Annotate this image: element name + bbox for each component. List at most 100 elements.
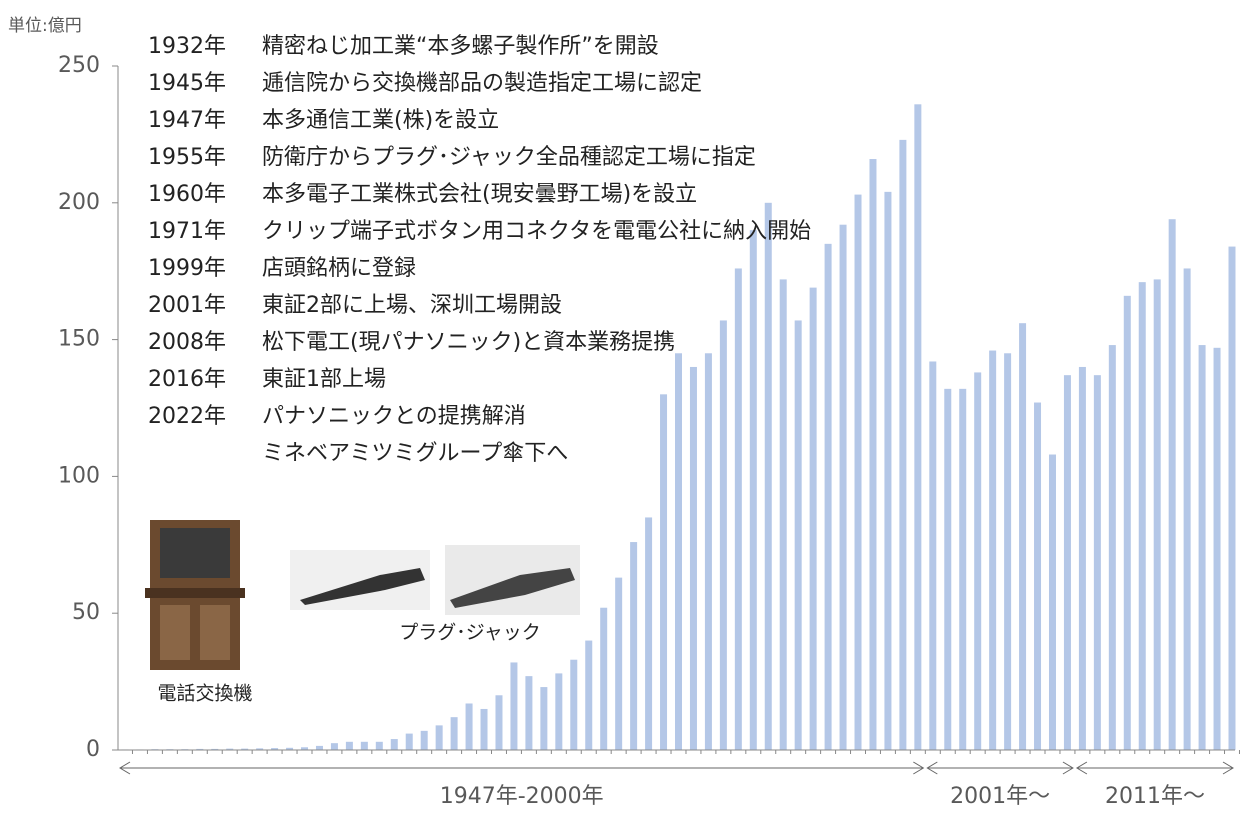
milestone-year: 1932年 xyxy=(148,34,226,59)
arrow-head xyxy=(926,761,938,775)
bar xyxy=(435,725,443,750)
bar xyxy=(1168,219,1176,750)
milestone-text: 本多通信工業(株)を設立 xyxy=(262,108,499,133)
milestone-text: パナソニックとの提携解消 xyxy=(262,404,526,429)
milestone-year: 1947年 xyxy=(148,108,226,133)
arrow-head xyxy=(1075,761,1088,775)
arrow-head xyxy=(1222,761,1234,775)
bar xyxy=(1153,279,1161,750)
bar xyxy=(989,350,997,750)
bar xyxy=(600,607,608,750)
period-label: 2011年〜 xyxy=(1105,784,1205,809)
bar xyxy=(944,388,952,750)
bar xyxy=(1063,375,1071,750)
milestone-text: 店頭銘柄に登録 xyxy=(262,256,416,281)
bar xyxy=(1093,375,1101,750)
bar xyxy=(301,747,309,750)
milestone-text: 逓信院から交換機部品の製造指定工場に認定 xyxy=(262,71,702,96)
bar xyxy=(495,695,503,750)
bar xyxy=(660,394,668,750)
bar xyxy=(1034,402,1042,750)
bar xyxy=(330,743,338,750)
bar xyxy=(315,745,323,750)
bar xyxy=(480,708,488,750)
bar xyxy=(450,717,458,750)
y-tick-label: 100 xyxy=(58,463,100,488)
bar xyxy=(764,202,772,751)
bar xyxy=(824,243,832,750)
bar xyxy=(226,748,234,750)
bar xyxy=(525,676,533,750)
bar xyxy=(704,353,712,750)
milestone-year: 1999年 xyxy=(148,256,226,281)
bar xyxy=(615,577,623,750)
bar xyxy=(869,159,877,751)
bar xyxy=(360,741,368,750)
y-unit: 単位:億円 xyxy=(8,16,82,36)
jack-image xyxy=(445,545,580,615)
bar xyxy=(256,748,264,750)
bars xyxy=(121,104,1236,751)
milestone-text: 防衛庁からプラグ･ジャック全品種認定工場に指定 xyxy=(262,145,756,170)
bar xyxy=(570,659,578,750)
bar xyxy=(689,366,697,750)
bar xyxy=(585,640,593,750)
milestone-year: 1960年 xyxy=(148,182,226,207)
milestone-text: 東証1部上場 xyxy=(262,367,386,392)
milestone-text: 精密ねじ加工業“本多螺子製作所”を開設 xyxy=(262,34,659,59)
milestone-year: 1971年 xyxy=(148,219,226,244)
bar xyxy=(1108,345,1116,750)
bar xyxy=(196,748,204,750)
bar xyxy=(465,703,473,750)
bar xyxy=(1198,345,1206,750)
bar xyxy=(1123,295,1131,750)
bar xyxy=(211,748,219,750)
bar xyxy=(675,353,682,750)
bar xyxy=(645,517,653,750)
y-tick-label: 0 xyxy=(86,737,100,762)
bar xyxy=(854,194,862,751)
bar xyxy=(345,741,353,750)
arrow-head xyxy=(119,761,131,775)
bar xyxy=(734,268,742,750)
bar xyxy=(779,279,787,750)
bar xyxy=(914,104,922,750)
bar xyxy=(405,733,413,750)
bar xyxy=(749,230,757,750)
milestone-text: 松下電工(現パナソニック)と資本業務提携 xyxy=(262,330,675,355)
switchboard-image xyxy=(145,520,245,670)
y-tick-label: 150 xyxy=(58,327,100,352)
bar xyxy=(719,320,727,750)
bar xyxy=(555,673,563,750)
plug-image xyxy=(290,550,430,610)
bar xyxy=(510,662,518,750)
y-tick-label: 50 xyxy=(72,600,100,625)
caption: 電話交換機 xyxy=(157,683,252,705)
milestone-text: 本多電子工業株式会社(現安曇野工場)を設立 xyxy=(262,182,697,207)
period-label: 1947年-2000年 xyxy=(440,784,604,809)
milestone-year: 2022年 xyxy=(148,404,226,429)
arrow-head xyxy=(913,761,925,775)
bar xyxy=(1078,366,1086,750)
bar xyxy=(839,224,847,751)
milestone-text: 東証2部に上場、深圳工場開設 xyxy=(262,293,562,318)
bar xyxy=(420,730,428,750)
bar xyxy=(1228,246,1236,751)
bar xyxy=(540,687,548,750)
bar xyxy=(1004,353,1012,750)
y-tick-label: 250 xyxy=(58,53,100,78)
milestone-year: 2001年 xyxy=(148,293,226,318)
milestone-text: クリップ端子式ボタン用コネクタを電電公社に納入開始 xyxy=(262,219,811,244)
bar xyxy=(929,361,937,750)
y-tick-label: 200 xyxy=(58,190,100,215)
bar xyxy=(959,388,967,750)
milestone-year: 1955年 xyxy=(148,145,226,170)
bar xyxy=(1048,454,1056,750)
bar xyxy=(375,741,383,750)
bar xyxy=(1019,323,1027,750)
milestone-year: 2016年 xyxy=(148,367,226,392)
bar xyxy=(1183,268,1191,750)
bar xyxy=(884,191,892,750)
caption: プラグ･ジャック xyxy=(399,622,541,644)
